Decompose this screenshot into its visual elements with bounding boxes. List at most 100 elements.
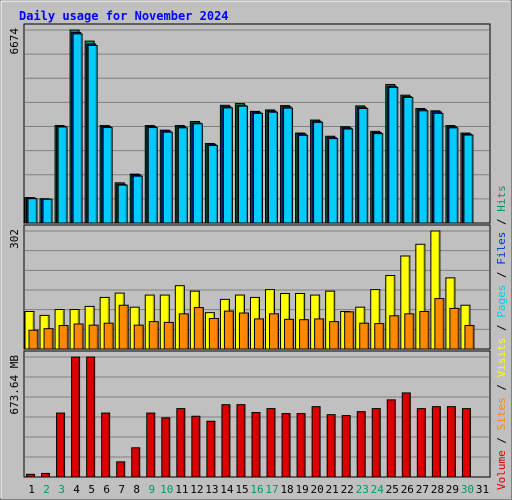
bar-volume-7	[116, 461, 126, 478]
bar-sites-18	[284, 318, 295, 350]
bar-volume-20	[311, 406, 321, 478]
bar-pages-26	[403, 96, 414, 224]
legend-separator: /	[495, 318, 508, 338]
bar-pages-19	[298, 134, 309, 224]
bar-sites-27	[419, 310, 430, 350]
bar-volume-10	[161, 417, 171, 478]
bar-sites-24	[374, 323, 385, 350]
bar-pages-9	[147, 127, 158, 224]
x-tick-label: 15	[235, 483, 248, 496]
bar-sites-7	[118, 304, 129, 350]
x-tick-label: 20	[311, 483, 324, 496]
x-tick-label: 25	[386, 483, 399, 496]
bar-volume-11	[176, 408, 186, 478]
bar-pages-24	[373, 133, 384, 224]
x-tick-label: 27	[416, 483, 429, 496]
panel-volume: 673.64 MB	[8, 350, 491, 478]
bar-pages-16	[252, 112, 263, 224]
bar-pages-1	[27, 198, 38, 224]
bar-volume-21	[326, 414, 336, 478]
x-tick-label: 14	[220, 483, 234, 496]
bar-sites-5	[88, 324, 99, 350]
bar-sites-22	[344, 311, 355, 350]
bar-pages-3	[57, 126, 68, 224]
bar-pages-6	[102, 127, 113, 224]
bar-sites-1	[28, 329, 39, 350]
bar-pages-22	[343, 128, 354, 224]
bar-sites-20	[314, 318, 325, 350]
legend-entry-sites: Sites	[495, 397, 508, 430]
bar-sites-21	[329, 321, 340, 350]
chart-panels: 6674 302 673.64 MB	[8, 23, 491, 478]
bar-pages-12	[192, 123, 203, 224]
x-tick-label: 7	[118, 483, 125, 496]
bar-pages-20	[313, 121, 324, 224]
x-tick-label: 21	[326, 483, 339, 496]
bar-sites-14	[223, 310, 234, 350]
x-tick-label: 30	[461, 483, 474, 496]
legend-entry-visits: Visits	[495, 338, 508, 378]
chart-title: Daily usage for November 2024	[19, 9, 229, 23]
bar-sites-6	[103, 322, 114, 350]
bar-volume-5	[86, 356, 96, 478]
bar-pages-17	[268, 111, 279, 224]
bar-sites-2	[43, 328, 54, 350]
bar-pages-14	[222, 107, 233, 224]
x-tick-label: 3	[58, 483, 65, 496]
x-tick-label: 10	[160, 483, 173, 496]
bar-pages-13	[207, 144, 218, 224]
legend-entry-volume: Volume	[495, 450, 508, 490]
y-max-label-volume: 673.64 MB	[8, 355, 21, 415]
x-tick-label: 1	[28, 483, 35, 496]
bar-volume-17	[266, 408, 276, 478]
bar-sites-23	[359, 322, 370, 350]
bar-volume-23	[356, 411, 366, 478]
x-tick-label: 6	[103, 483, 110, 496]
bar-sites-4	[73, 323, 84, 350]
bar-volume-2	[41, 472, 51, 478]
bar-volume-28	[431, 406, 441, 478]
bar-pages-29	[448, 127, 459, 224]
bar-pages-28	[433, 112, 444, 224]
legend-separator: /	[495, 377, 508, 397]
x-tick-label: 18	[280, 483, 293, 496]
bar-volume-1	[26, 473, 35, 478]
bar-volume-22	[341, 415, 351, 478]
bar-volume-25	[386, 399, 396, 478]
x-tick-label: 13	[205, 483, 218, 496]
x-tick-label: 24	[371, 483, 385, 496]
bar-sites-13	[208, 318, 219, 350]
bar-pages-8	[132, 175, 143, 224]
bar-sites-3	[58, 325, 69, 350]
x-tick-label: 19	[295, 483, 308, 496]
bar-volume-30	[461, 408, 471, 478]
bar-sites-16	[253, 318, 264, 350]
legend-entry-files: Files	[495, 232, 508, 265]
bar-volume-3	[56, 412, 66, 478]
bar-volume-4	[71, 356, 81, 478]
x-tick-label: 17	[265, 483, 278, 496]
x-tick-label: 5	[88, 483, 95, 496]
bar-pages-23	[358, 107, 369, 224]
bar-sites-29	[449, 307, 460, 350]
bar-volume-26	[401, 392, 411, 478]
x-tick-label: 22	[341, 483, 354, 496]
x-tick-label: 26	[401, 483, 414, 496]
bar-volume-16	[251, 412, 261, 478]
bar-volume-8	[131, 447, 141, 478]
x-axis-tick-labels: 1 2 3 4 5 6 7 8 9 10 11 12 13 14 15 16 17 18 19 20 21 22 23 24 2…	[28, 483, 489, 496]
bar-sites-15	[238, 312, 249, 350]
x-tick-label: 12	[190, 483, 203, 496]
legend: Volume / Sites / Visits / Pages / Files …	[495, 185, 508, 490]
bar-volume-6	[101, 412, 111, 478]
bar-sites-25	[389, 315, 400, 350]
bar-pages-11	[177, 127, 188, 224]
x-tick-label: 2	[43, 483, 50, 496]
bar-pages-7	[117, 184, 128, 224]
bar-volume-15	[236, 404, 246, 478]
bar-pages-27	[418, 110, 429, 224]
legend-entry-hits: Hits	[495, 185, 508, 212]
bar-pages-21	[328, 138, 339, 224]
bar-volume-27	[416, 408, 426, 478]
legend-separator: /	[495, 212, 508, 232]
